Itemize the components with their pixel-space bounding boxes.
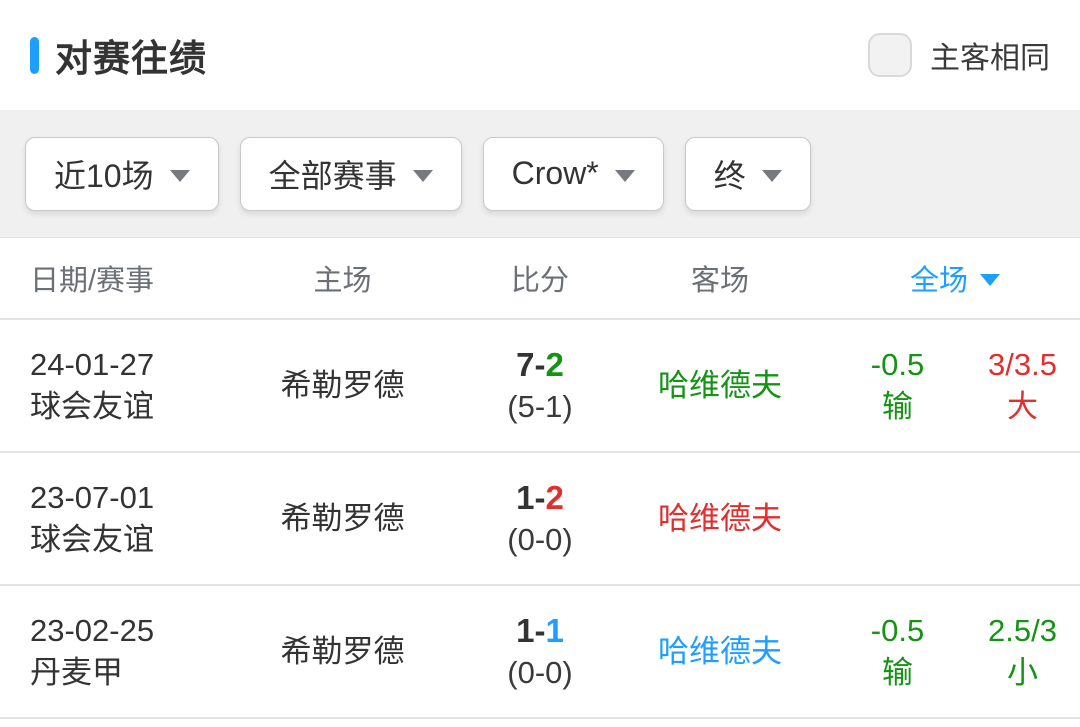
score-cell: 1-1 (0-0) [470,610,610,694]
column-header-fulltime-label: 全场 [909,265,968,297]
away-team: 哈维德夫 [658,633,782,669]
home-score: 7- [516,345,546,383]
column-header-away: 客场 [690,265,749,297]
chevron-down-icon [980,274,1000,286]
home-team: 希勒罗德 [280,500,405,536]
filter-range-dropdown[interactable]: 近10场 [25,136,219,211]
chevron-down-icon [761,169,782,182]
page-title: 对赛往绩 [55,38,207,79]
handicap-line: -0.5 [870,346,925,382]
over-under-line: 2.5/3 [988,612,1057,648]
handicap-line: -0.5 [870,612,925,648]
chevron-down-icon [169,169,190,182]
checkbox-icon[interactable] [868,33,912,77]
match-date: 24-01-27 [30,346,155,382]
handicap-cell: -0.5 输 [830,344,965,428]
table-row: 23-07-01 球会友谊 希勒罗德 1-2 (0-0) 哈维德夫 [0,453,1080,586]
half-time-score: (0-0) [507,654,573,690]
section-header: 对赛往绩 主客相同 [0,0,1080,110]
over-under-cell: 2.5/3 小 [965,610,1080,694]
checkbox-label: 主客相同 [930,42,1050,75]
handicap-result: 输 [882,388,913,424]
over-under-line: 3/3.5 [988,346,1057,382]
column-header-home: 主场 [313,265,372,297]
match-date: 23-02-25 [30,612,155,648]
score-cell: 1-2 (0-0) [470,477,610,561]
chevron-down-icon [614,169,635,182]
away-team: 哈维德夫 [658,367,782,403]
column-header-score: 比分 [510,265,569,297]
home-team: 希勒罗德 [280,367,405,403]
over-under-result: 大 [1007,388,1038,424]
match-date-league: 23-07-01 球会友谊 [0,477,215,561]
column-header-fulltime-selector[interactable]: 全场 [830,257,1080,299]
match-date-league: 23-02-25 丹麦甲 [0,610,215,694]
match-league: 丹麦甲 [30,654,123,690]
away-team: 哈维德夫 [658,500,782,536]
title-accent-bar [30,36,39,74]
filter-competition-label: 全部赛事 [268,157,397,194]
away-score: 2 [545,345,564,383]
match-date: 23-07-01 [30,479,155,515]
handicap-cell: -0.5 输 [830,610,965,694]
table-row: 23-02-25 丹麦甲 希勒罗德 1-1 (0-0) 哈维德夫 -0.5 输 … [0,586,1080,719]
half-time-score: (0-0) [507,521,573,557]
over-under-cell: 3/3.5 大 [965,344,1080,428]
handicap-result: 输 [882,654,913,690]
filter-status-dropdown[interactable]: 终 [684,136,811,211]
over-under-result: 小 [1007,654,1038,690]
home-score: 1- [516,478,546,516]
filter-team-dropdown[interactable]: Crow* [482,136,664,211]
match-league: 球会友谊 [30,521,154,557]
filter-team-label: Crow* [511,155,599,191]
table-header-row: 日期/赛事 主场 比分 客场 全场 [0,238,1080,320]
filter-status-label: 终 [713,157,746,194]
table-row: 24-01-27 球会友谊 希勒罗德 7-2 (5-1) 哈维德夫 -0.5 输… [0,320,1080,453]
match-league: 球会友谊 [30,388,154,424]
half-time-score: (5-1) [507,388,573,424]
match-date-league: 24-01-27 球会友谊 [0,344,215,428]
column-header-date: 日期/赛事 [30,265,155,297]
filter-range-label: 近10场 [54,157,154,194]
filter-competition-dropdown[interactable]: 全部赛事 [239,136,462,211]
same-home-away-toggle[interactable]: 主客相同 [868,33,1050,77]
away-score: 1 [545,611,564,649]
away-score: 2 [545,478,564,516]
chevron-down-icon [412,169,433,182]
filter-bar: 近10场 全部赛事 Crow* 终 [0,110,1080,238]
home-score: 1- [516,611,546,649]
home-team: 希勒罗德 [280,633,405,669]
score-cell: 7-2 (5-1) [470,344,610,428]
